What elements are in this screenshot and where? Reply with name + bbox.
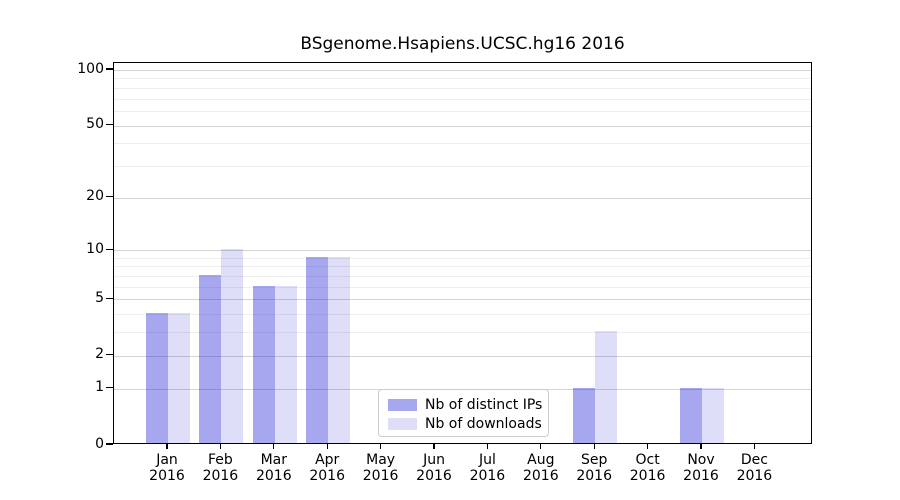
gridline-major-100 — [114, 70, 811, 71]
y-tick-label-100: 100 — [77, 60, 104, 77]
gridline-minor-80 — [114, 87, 811, 89]
x-tick-sep — [593, 443, 595, 449]
bar-distinct-ips-sep — [573, 387, 596, 443]
x-tick-feb — [219, 443, 222, 449]
x-tick-label-may: May 2016 — [362, 452, 399, 484]
legend-item-downloads: Nb of downloads — [388, 414, 548, 433]
y-tick-label-2: 2 — [95, 346, 104, 363]
y-tick-label-1: 1 — [95, 379, 104, 396]
x-tick-jul — [486, 443, 489, 449]
x-tick-oct — [647, 443, 649, 449]
gridline-major-2 — [114, 355, 811, 357]
bar-downloads-mar — [274, 285, 297, 443]
bar-downloads-jan — [168, 313, 190, 443]
y-tick-100 — [106, 68, 113, 70]
x-tick-label-feb: Feb 2016 — [202, 452, 239, 484]
legend-swatch-downloads — [388, 417, 417, 430]
gridline-minor-60 — [114, 110, 811, 112]
y-tick-label-50: 50 — [86, 116, 104, 133]
y-tick-5 — [106, 297, 113, 300]
x-tick-label-mar: Mar 2016 — [255, 452, 292, 484]
x-tick-label-sep: Sep 2016 — [576, 452, 612, 484]
x-tick-label-jun: Jun 2016 — [416, 452, 452, 484]
gridline-major-10 — [114, 250, 811, 252]
bar-downloads-nov — [702, 387, 724, 443]
legend: Nb of distinct IPs Nb of downloads — [378, 389, 549, 437]
y-tick-label-5: 5 — [95, 289, 104, 306]
gridline-major-50 — [114, 125, 811, 127]
gridline-minor-4 — [114, 314, 811, 316]
gridline-minor-8 — [114, 266, 811, 268]
y-tick-20 — [106, 196, 113, 198]
y-tick-label-20: 20 — [86, 188, 104, 205]
x-tick-jun — [433, 443, 435, 449]
x-tick-label-nov: Nov 2016 — [683, 452, 719, 484]
gridline-minor-40 — [114, 143, 811, 145]
y-tick-0 — [106, 443, 113, 445]
x-tick-label-oct: Oct 2016 — [629, 452, 666, 484]
legend-label-downloads: Nb of downloads — [425, 415, 542, 432]
gridline-minor-7 — [114, 276, 811, 278]
x-tick-dec — [753, 443, 756, 449]
bar-distinct-ips-feb — [199, 275, 222, 443]
gridline-minor-9 — [114, 257, 811, 259]
y-tick-50 — [106, 123, 113, 126]
y-tick-2 — [106, 354, 113, 356]
x-tick-may — [380, 443, 382, 449]
x-tick-label-aug: Aug 2016 — [522, 452, 559, 484]
bar-downloads-apr — [328, 256, 351, 443]
gridline-minor-3 — [114, 332, 811, 334]
x-tick-label-jan: Jan 2016 — [149, 452, 185, 484]
legend-label-distinct-ips: Nb of distinct IPs — [425, 396, 543, 413]
gridline-minor-6 — [114, 286, 811, 288]
y-tick-1 — [106, 387, 113, 389]
y-tick-10 — [106, 248, 113, 250]
x-tick-nov — [700, 443, 702, 449]
gridline-minor-30 — [114, 165, 811, 167]
bar-distinct-ips-mar — [252, 285, 275, 443]
x-tick-label-jul: Jul 2016 — [469, 452, 506, 484]
x-tick-label-apr: Apr 2016 — [309, 452, 345, 484]
x-tick-aug — [540, 443, 542, 449]
y-tick-label-0: 0 — [95, 435, 104, 452]
chart-title: BSgenome.Hsapiens.UCSC.hg16 2016 — [300, 34, 625, 54]
gridline-major-5 — [114, 299, 811, 301]
gridline-minor-70 — [114, 98, 811, 100]
bar-downloads-feb — [221, 249, 244, 443]
x-tick-mar — [273, 443, 275, 449]
plot-area — [113, 62, 812, 444]
bar-downloads-sep — [595, 331, 618, 443]
gridline-major-20 — [114, 197, 811, 199]
x-tick-label-dec: Dec 2016 — [736, 452, 773, 484]
y-tick-label-10: 10 — [86, 240, 104, 257]
x-tick-apr — [326, 443, 328, 449]
bar-distinct-ips-jan — [146, 313, 168, 443]
bar-distinct-ips-nov — [680, 387, 702, 443]
x-tick-jan — [166, 443, 168, 449]
legend-swatch-distinct-ips — [388, 398, 417, 411]
bar-distinct-ips-apr — [306, 256, 329, 443]
legend-item-distinct-ips: Nb of distinct IPs — [388, 395, 548, 414]
gridline-minor-90 — [114, 78, 811, 80]
